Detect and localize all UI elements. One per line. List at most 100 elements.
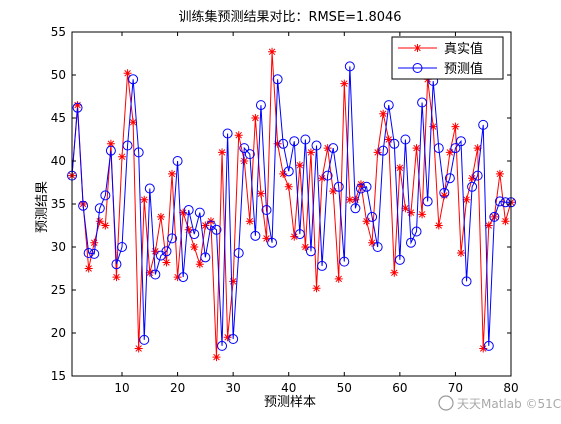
data-point-actual-shape: [390, 268, 399, 277]
data-point-actual-shape: [429, 122, 438, 131]
data-point-actual: [484, 221, 493, 230]
data-point-predicted: [222, 128, 233, 139]
data-point-actual: [401, 204, 410, 213]
data-point-actual-shape: [201, 221, 210, 230]
data-point-actual: [73, 101, 82, 110]
data-point-predicted: [117, 242, 128, 252]
data-point-actual-shape: [90, 238, 99, 247]
data-point-actual-shape: [262, 234, 271, 243]
data-point-actual: [112, 273, 121, 282]
data-point-actual: [251, 114, 260, 122]
data-point-actual-shape: [418, 210, 427, 219]
data-point-predicted: [94, 203, 105, 214]
data-point-actual: [468, 174, 477, 183]
data-point-actual-shape: [290, 232, 299, 241]
legend-star-marker-icon: [413, 44, 422, 52]
data-point-actual-shape: [323, 144, 332, 153]
data-point-predicted: [389, 138, 400, 149]
data-point-predicted: [128, 74, 139, 85]
data-point-predicted: [78, 200, 89, 211]
data-point-predicted: [100, 190, 111, 201]
data-point-actual-shape: [162, 258, 171, 267]
data-point-actual: [318, 174, 327, 183]
data-point-predicted: [405, 237, 416, 248]
data-point-actual: [473, 144, 482, 153]
data-point-actual-shape: [395, 163, 404, 172]
data-point-actual: [234, 131, 243, 140]
data-point-actual: [173, 273, 182, 282]
data-point-predicted: [83, 248, 94, 259]
data-point-predicted: [400, 134, 411, 145]
y-tick-label: 50: [51, 68, 66, 82]
data-point-actual-shape: [168, 169, 177, 178]
data-point-actual-shape: [334, 274, 343, 283]
data-point-actual: [140, 195, 149, 204]
data-point-actual: [456, 249, 465, 258]
data-point-predicted: [294, 229, 305, 240]
data-point-predicted: [150, 269, 161, 280]
data-point-predicted: [367, 211, 378, 222]
data-point-actual: [201, 221, 210, 230]
data-point-predicted: [278, 138, 289, 149]
data-point-actual-shape: [123, 69, 132, 78]
data-point-actual-shape: [284, 182, 293, 191]
data-point-actual: [101, 221, 110, 230]
data-point-actual-shape: [279, 169, 288, 178]
data-point-actual-shape: [112, 273, 121, 282]
series-layer: [67, 47, 516, 362]
y-tick-label: 55: [51, 25, 66, 39]
data-point-actual-shape: [195, 260, 204, 269]
data-point-predicted: [244, 149, 255, 160]
data-point-predicted: [311, 140, 322, 151]
data-point-actual-shape: [101, 221, 110, 230]
data-point-actual: [301, 243, 310, 251]
data-point-actual-shape: [306, 148, 315, 157]
data-point-actual: [90, 238, 99, 247]
data-point-actual: [190, 243, 199, 251]
data-point-predicted: [233, 248, 244, 259]
data-point-actual-shape: [84, 264, 93, 273]
data-point-predicted: [261, 205, 272, 216]
data-point-actual: [195, 260, 204, 269]
data-point-actual-shape: [118, 152, 127, 161]
data-point-predicted: [500, 197, 511, 208]
data-point-actual: [451, 122, 460, 131]
data-point-actual: [306, 148, 315, 157]
legend-circle-marker-icon: [412, 63, 423, 73]
data-point-actual-shape: [179, 208, 188, 217]
data-point-predicted: [228, 334, 239, 345]
data-point-predicted: [472, 170, 483, 181]
data-point-predicted: [372, 242, 383, 252]
series-line: [71, 66, 511, 346]
data-point-predicted: [272, 74, 283, 85]
data-point-actual-shape: [406, 208, 415, 217]
data-point-predicted: [355, 183, 366, 194]
series-predicted: [67, 61, 516, 351]
data-point-predicted: [172, 156, 183, 166]
data-point-actual-shape: [440, 191, 449, 200]
data-point-actual-shape: [73, 101, 82, 110]
ticks-layer: 10 20 30 40 50 60 70 80 15 20 25 30 35 40 45 50 55: [51, 25, 519, 395]
data-point-actual-shape: [340, 79, 349, 88]
data-point-predicted: [250, 230, 261, 241]
data-point-actual-shape: [256, 189, 265, 198]
data-point-predicted: [167, 233, 178, 244]
data-point-predicted: [317, 260, 328, 271]
data-point-predicted: [433, 143, 444, 154]
data-point-predicted: [444, 173, 455, 184]
data-point-actual-shape: [368, 238, 377, 247]
data-point-predicted: [200, 252, 211, 263]
data-point-actual: [479, 344, 488, 353]
data-point-actual: [429, 122, 438, 131]
legend-item-actual: 真实值: [398, 41, 483, 57]
data-point-actual: [262, 234, 271, 243]
y-tick-label: 40: [51, 154, 66, 168]
data-point-actual-shape: [218, 148, 227, 157]
data-point-actual-shape: [106, 139, 115, 148]
data-point-actual-shape: [151, 247, 160, 256]
chart-title: 训练集预测结果对比：RMSE=1.8046: [178, 9, 401, 25]
data-point-predicted: [122, 140, 133, 151]
watermark-logo-icon: [438, 395, 454, 411]
data-point-actual: [340, 79, 349, 88]
